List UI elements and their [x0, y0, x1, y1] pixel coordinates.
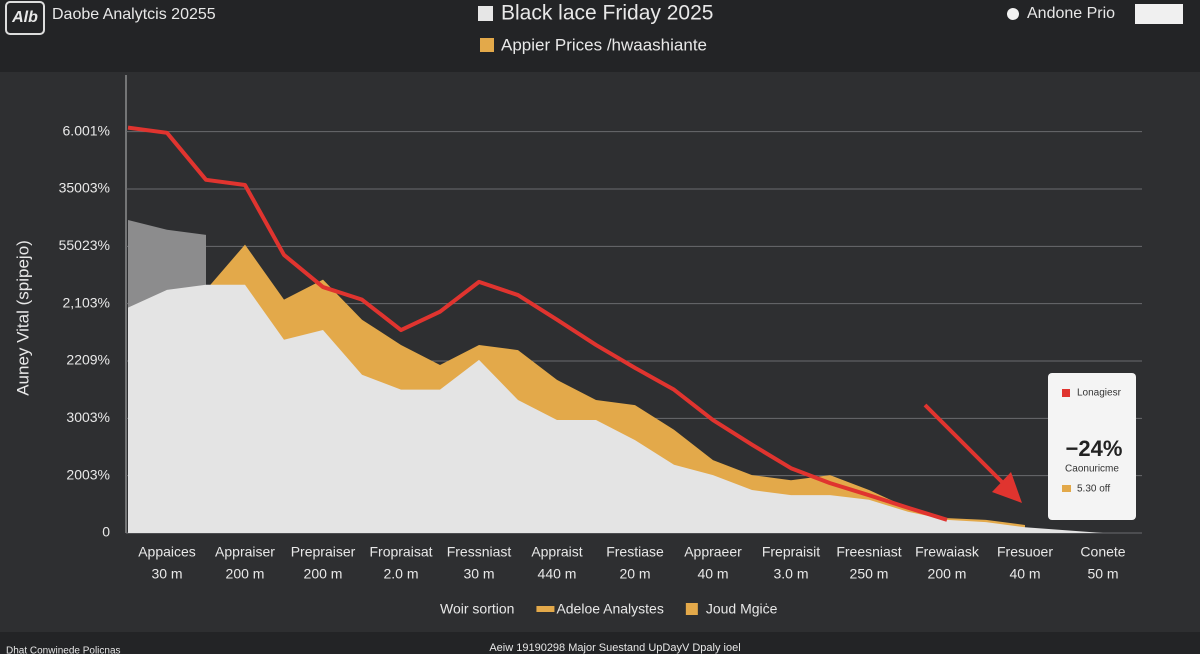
x-tick-label: 250 m [850, 566, 889, 582]
y-axis-label: Auney Vital (spipejo) [13, 240, 32, 396]
y-tick-label: 2003% [66, 466, 110, 482]
callout-caption: Caonuricme [1065, 464, 1119, 475]
x-tick-label: Appraeer [684, 544, 742, 560]
y-tick-label: 2209% [66, 352, 110, 368]
callout-value: −24% [1066, 436, 1123, 461]
y-tick-label: 3003% [66, 409, 110, 425]
footer-bar [0, 632, 1200, 654]
x-tick-label: 440 m [538, 566, 577, 582]
legend-swatch [536, 606, 555, 612]
annotation-arrow [923, 403, 1007, 487]
x-tick-label: 50 m [1087, 566, 1118, 582]
x-tick-label: 3.0 m [773, 566, 808, 582]
x-tick-label: 20 m [619, 566, 650, 582]
x-tick-label: 200 m [226, 566, 265, 582]
x-tick-label: 200 m [928, 566, 967, 582]
callout-note: 5.30 off [1077, 484, 1110, 495]
logo-box [5, 1, 45, 35]
x-tick-label: 40 m [1009, 566, 1040, 582]
x-tick-label: 30 m [463, 566, 494, 582]
x-tick-label: Prepraiser [291, 544, 356, 560]
legend-label: Woir sortion [440, 601, 514, 617]
title-marker [478, 6, 493, 21]
x-tick-label: 200 m [304, 566, 343, 582]
y-tick-label: 35003% [59, 180, 110, 196]
legend-label: Joud Mgiċe [706, 601, 778, 617]
x-tick-label: 40 m [697, 566, 728, 582]
y-tick-label: 6.001% [63, 122, 110, 138]
x-tick-label: Appraist [531, 544, 582, 560]
header-bar [0, 0, 1200, 72]
x-tick-label: Appaices [138, 544, 196, 560]
callout-note-marker [1062, 485, 1071, 492]
callout-label: Lonagiesr [1077, 388, 1122, 399]
footer-center: Aeiw 19190298 Major Suestand UpDayV Dpal… [489, 642, 740, 654]
y-tick-label: 55023% [59, 237, 110, 253]
subtitle-marker [480, 38, 494, 52]
brand: Daobe Analytcis 20255 [52, 6, 216, 23]
right-box[interactable] [1135, 4, 1183, 24]
logo: Alb [11, 9, 38, 26]
line [127, 125, 948, 522]
x-tick-label: Frewaiask [915, 544, 980, 560]
arrow-head [992, 472, 1022, 503]
x-tick-label: Fropraisat [369, 544, 432, 560]
y-tick-label: 0 [102, 524, 110, 540]
x-tick-label: Frepraisit [762, 544, 820, 560]
x-tick-label: 30 m [151, 566, 182, 582]
x-tick-label: Appraiser [215, 544, 275, 560]
callout-marker [1062, 389, 1070, 397]
legend-swatch [685, 603, 698, 615]
x-tick-label: Fressniast [447, 544, 512, 560]
x-tick-label: Conete [1080, 544, 1125, 560]
x-tick-label: 2.0 m [383, 566, 418, 582]
callout-box [1048, 373, 1136, 520]
legend-label: Adeloe Analystes [556, 601, 663, 617]
chart-title: Black lace Friday 2025 [501, 2, 713, 25]
x-tick-label: Fresuoer [997, 544, 1053, 560]
x-tick-label: Freesniast [836, 544, 901, 560]
right-marker [1007, 8, 1019, 20]
area [128, 284, 1103, 533]
y-tick-label: 2,103% [63, 294, 110, 310]
right-label: Andone Prio [1027, 5, 1115, 22]
footer-left: Dhat Conwinede Policnas [6, 646, 121, 654]
chart-subtitle: Appier Prices /hwaashiante [501, 35, 707, 54]
x-tick-label: Frestiase [606, 544, 664, 560]
